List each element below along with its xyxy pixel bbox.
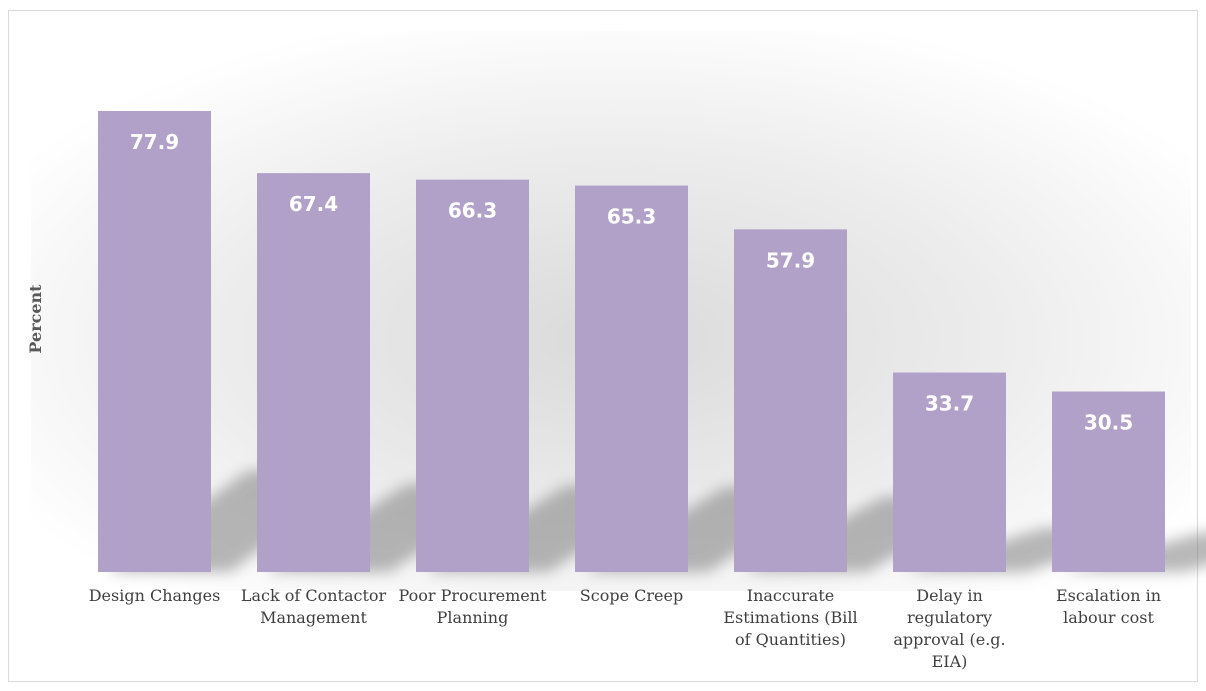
bar — [893, 372, 1006, 572]
category-label: Scope Creep — [580, 586, 683, 605]
category-label: Inaccurate Estimations (Bill of Quantities… — [723, 586, 857, 649]
category-label: Delay in regulatory approval (e.g. EIA) — [893, 586, 1005, 671]
category-label: Lack of Contactor Management — [241, 586, 387, 627]
bar — [98, 111, 211, 572]
bar — [257, 173, 370, 572]
bars-group — [98, 111, 1165, 573]
bar — [575, 185, 688, 572]
bar — [416, 179, 529, 573]
chart-area: 77.9 67.4 66.3 65.3 57.9 33.7 30.5 Design Chan… — [8, 10, 1206, 682]
data-label: 67.4 — [289, 192, 338, 216]
data-label: 66.3 — [448, 199, 497, 223]
data-labels-group: 77.9 67.4 66.3 65.3 57.9 33.7 30.5 — [130, 130, 1133, 435]
category-label: Poor Procurement Planning — [399, 586, 547, 627]
data-label: 57.9 — [766, 248, 815, 272]
bar — [1052, 391, 1165, 572]
data-label: 30.5 — [1084, 411, 1133, 435]
data-label: 77.9 — [130, 130, 179, 154]
category-labels-group: Design Changes Lack of Contactor Managemen… — [89, 586, 1161, 671]
y-axis-title: Percent — [26, 284, 45, 354]
category-label: Design Changes — [89, 586, 221, 605]
data-label: 33.7 — [925, 392, 974, 416]
bar — [734, 229, 847, 572]
data-label: 65.3 — [607, 205, 656, 229]
category-label: Escalation in labour cost — [1056, 586, 1161, 627]
